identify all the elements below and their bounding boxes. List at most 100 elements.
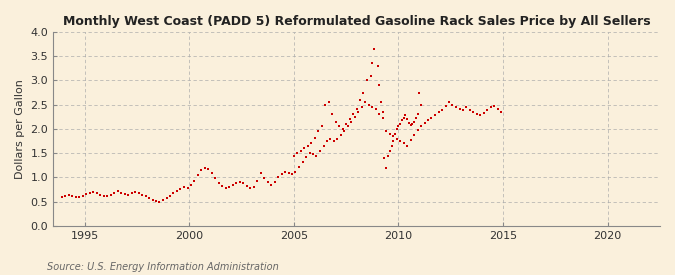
Point <box>112 189 123 193</box>
Point <box>266 183 277 187</box>
Point <box>405 138 416 142</box>
Point <box>287 171 298 176</box>
Point <box>109 191 119 196</box>
Point <box>388 139 399 143</box>
Point <box>443 100 454 104</box>
Point <box>105 193 116 197</box>
Point <box>374 83 385 87</box>
Point <box>74 195 85 199</box>
Point <box>70 195 81 199</box>
Point <box>210 176 221 181</box>
Point <box>342 124 353 129</box>
Point <box>175 187 186 191</box>
Point <box>386 144 397 148</box>
Point <box>496 110 507 114</box>
Point <box>400 113 411 117</box>
Point <box>409 133 420 137</box>
Point <box>398 141 409 146</box>
Point <box>360 100 371 104</box>
Point <box>454 106 465 111</box>
Point <box>88 190 99 194</box>
Point <box>409 119 420 124</box>
Point <box>273 175 284 180</box>
Point <box>493 106 504 111</box>
Point <box>330 119 341 124</box>
Point <box>334 124 345 129</box>
Point <box>414 90 425 95</box>
Point <box>356 105 367 109</box>
Point <box>294 164 304 169</box>
Point <box>252 179 263 183</box>
Point <box>344 117 355 122</box>
Point <box>179 185 190 189</box>
Point <box>412 112 423 117</box>
Point <box>119 192 130 197</box>
Point <box>367 61 378 66</box>
Point <box>395 122 406 126</box>
Point <box>95 193 106 197</box>
Point <box>327 112 338 117</box>
Point <box>158 198 169 202</box>
Point <box>482 108 493 113</box>
Point <box>407 122 418 126</box>
Point <box>203 166 214 171</box>
Point <box>468 110 479 114</box>
Point <box>363 103 374 107</box>
Point <box>381 166 392 170</box>
Point <box>248 185 259 189</box>
Y-axis label: Dollars per Gallon: Dollars per Gallon <box>15 79 25 179</box>
Point <box>392 136 402 141</box>
Point <box>217 184 227 188</box>
Point <box>306 141 317 146</box>
Point <box>381 129 392 134</box>
Point <box>102 194 113 199</box>
Point <box>284 170 294 175</box>
Point <box>451 105 462 109</box>
Point <box>404 121 414 125</box>
Point <box>398 116 409 120</box>
Point <box>296 148 306 153</box>
Point <box>346 119 357 124</box>
Point <box>341 122 352 126</box>
Point <box>292 151 303 155</box>
Point <box>348 112 358 117</box>
Point <box>213 181 224 185</box>
Point <box>335 133 346 137</box>
Point <box>440 103 451 108</box>
Point <box>383 153 394 158</box>
Point <box>299 146 310 150</box>
Text: Source: U.S. Energy Information Administration: Source: U.S. Energy Information Administ… <box>47 262 279 271</box>
Point <box>311 153 322 158</box>
Point <box>309 136 320 140</box>
Point <box>405 123 416 127</box>
Point <box>168 191 179 196</box>
Point <box>339 129 350 134</box>
Point <box>362 78 373 82</box>
Point <box>116 191 127 195</box>
Point <box>238 181 248 185</box>
Point <box>351 106 362 111</box>
Point <box>154 200 165 204</box>
Point <box>320 103 331 107</box>
Point <box>151 199 161 203</box>
Point <box>269 180 280 185</box>
Point <box>355 98 366 102</box>
Point <box>171 189 182 193</box>
Point <box>192 173 203 177</box>
Point <box>402 144 412 148</box>
Point <box>263 180 273 185</box>
Point <box>379 156 390 160</box>
Point <box>227 183 238 187</box>
Point <box>377 116 388 120</box>
Point <box>350 115 360 119</box>
Point <box>321 139 332 143</box>
Point <box>130 190 140 194</box>
Point <box>318 144 329 148</box>
Point <box>329 139 340 143</box>
Point <box>57 195 68 199</box>
Point <box>416 124 427 129</box>
Point <box>397 118 408 122</box>
Point <box>365 73 376 78</box>
Point <box>416 103 427 107</box>
Point <box>433 110 444 114</box>
